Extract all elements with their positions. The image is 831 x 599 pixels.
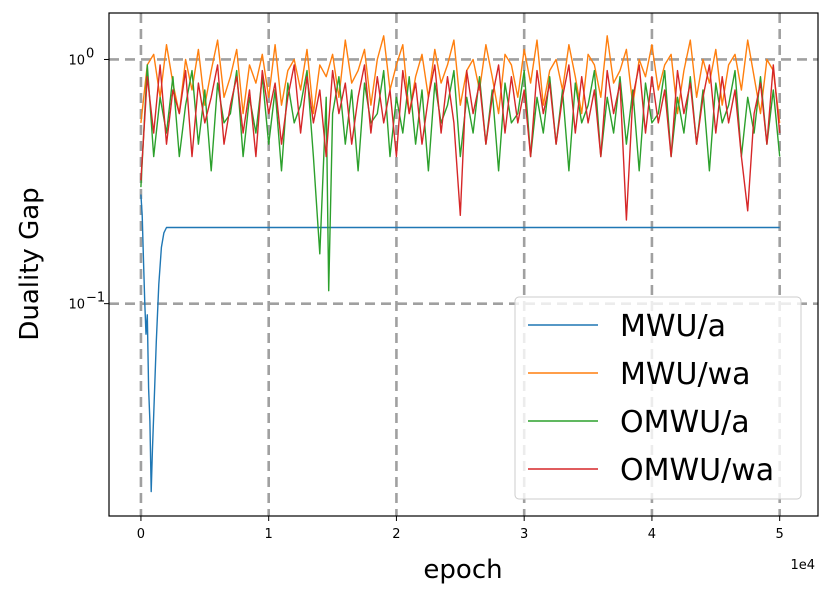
plot-frame <box>108 12 819 517</box>
legend-frame <box>514 296 802 500</box>
x-tick-label-5: 5 <box>776 527 784 542</box>
legend-label-omwu-wa: OMWU/wa <box>620 453 774 488</box>
x-offset-label: 1e4 <box>790 558 815 573</box>
legend-label-mwu-wa: MWU/wa <box>620 357 751 392</box>
series-line-omwu-wa <box>140 64 781 221</box>
series-line-mwu-a <box>140 194 780 493</box>
x-tick-label-4: 4 <box>648 527 656 542</box>
x-tick-label-2: 2 <box>392 527 400 542</box>
x-axis-label: epoch <box>423 555 502 585</box>
y-tick-label-0-base: 10 <box>68 298 85 313</box>
x-tick-label-0: 0 <box>137 527 145 542</box>
series-layer <box>140 35 781 493</box>
y-tick-label-0-exponent: −1 <box>86 291 105 306</box>
y-tick-label-1-exponent: 0 <box>86 46 94 61</box>
x-tick-label-3: 3 <box>520 527 528 542</box>
y-axis-label: Duality Gap <box>15 187 45 340</box>
legend: MWU/a MWU/wa OMWU/a OMWU/wa <box>514 296 802 500</box>
x-tick-label-1: 1 <box>265 527 273 542</box>
y-tick-label-1-base: 10 <box>68 53 85 68</box>
legend-label-mwu-a: MWU/a <box>620 309 726 344</box>
legend-label-omwu-a: OMWU/a <box>620 405 750 440</box>
series-line-mwu-wa <box>140 35 781 123</box>
